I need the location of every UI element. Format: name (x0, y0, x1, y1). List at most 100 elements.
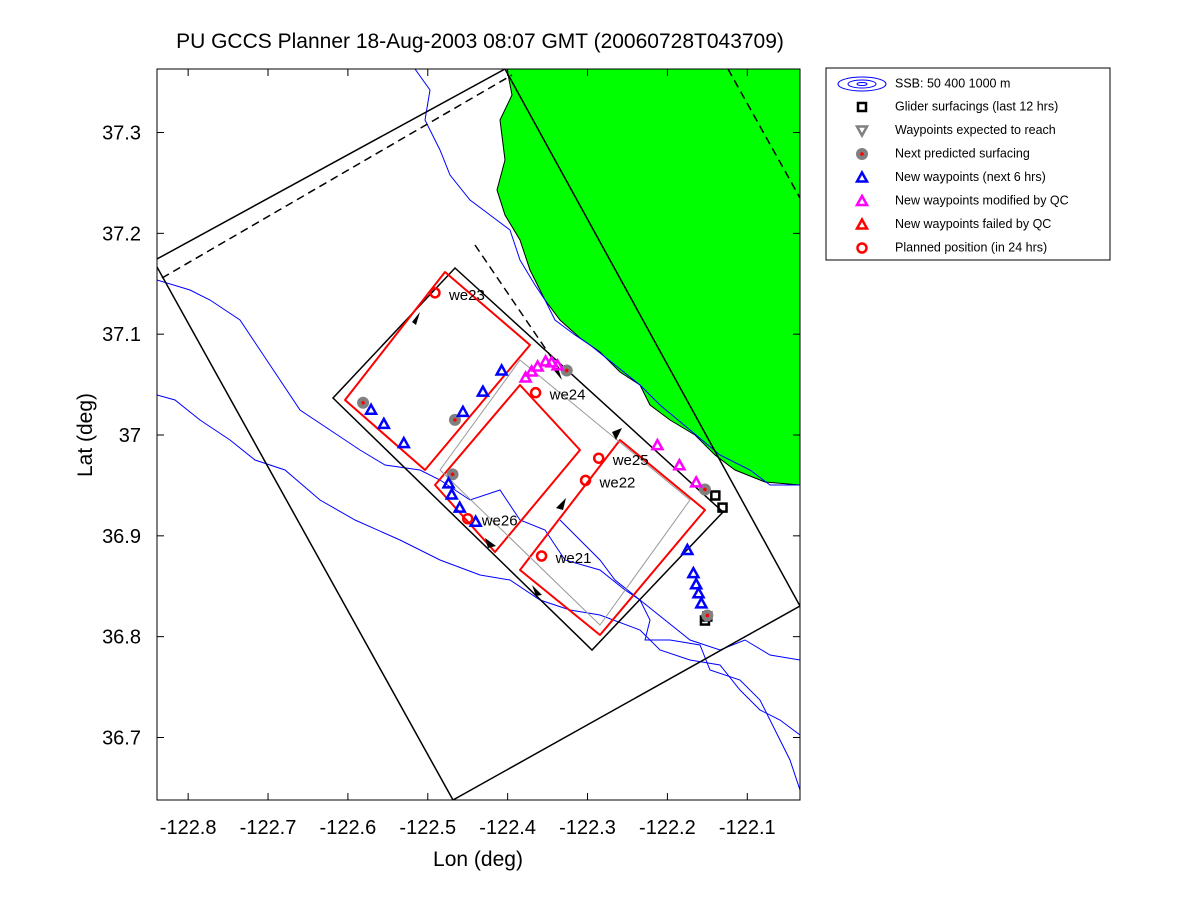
land (496, 69, 800, 486)
bathymetry-contour (157, 394, 800, 736)
map-area: we23 we24 we25 we22 we26 we21 (157, 69, 800, 800)
predicted-center (564, 368, 569, 373)
predicted-center (860, 152, 864, 156)
x-tick-label: -122.8 (160, 817, 217, 839)
predicted-marker (701, 609, 714, 622)
legend-text: Waypoints expected to reach (895, 123, 1056, 137)
waypoint-marker (854, 169, 870, 183)
waypoint-marker (376, 416, 391, 430)
surfacing-marker (710, 490, 721, 501)
direction-arrow (556, 498, 566, 510)
waypoint-marker (691, 585, 706, 599)
legend-contour-icon (856, 82, 868, 86)
legend-text: New waypoints modified by QC (895, 193, 1069, 207)
planned-marker (529, 386, 542, 399)
waypoint-marker (444, 486, 459, 500)
predicted-center (705, 613, 710, 618)
surfacing-marker (717, 502, 728, 513)
legend-text: New waypoints failed by QC (895, 217, 1051, 231)
planned-marker (579, 474, 592, 487)
x-tick-label: -122.2 (639, 817, 696, 839)
waypoint-label: we25 (612, 452, 649, 469)
expected-marker (854, 125, 870, 139)
waypoint-label: we23 (448, 287, 485, 304)
waypoint-marker (494, 362, 509, 376)
legend-contour-icon (837, 76, 887, 92)
planned-marker (856, 242, 868, 254)
track-loop (519, 439, 706, 636)
predicted-marker (856, 148, 868, 160)
legend-text: New waypoints (next 6 hrs) (895, 170, 1046, 184)
direction-arrow (612, 428, 622, 440)
bathymetry-contour (559, 519, 800, 791)
waypoint-marker (441, 475, 456, 489)
domain-edge (157, 69, 506, 260)
waypoint-marker (854, 193, 870, 207)
y-tick-label: 37.1 (102, 324, 141, 346)
y-tick-label: 36.7 (102, 727, 141, 749)
waypoint-marker (694, 595, 709, 609)
waypoint-marker (455, 404, 471, 418)
waypoint-marker (686, 565, 701, 579)
x-tick-label: -122.4 (479, 817, 536, 839)
x-tick-label: -122.5 (399, 817, 456, 839)
waypoint-marker (452, 500, 467, 513)
waypoint-marker (689, 474, 704, 488)
predicted-center (450, 472, 455, 477)
y-tick-label: 36.9 (102, 526, 141, 548)
waypoint-marker (363, 402, 379, 416)
waypoint-marker (550, 357, 565, 371)
predicted-center (703, 487, 707, 492)
domain-dashed (727, 69, 800, 199)
waypoint-marker (396, 435, 411, 449)
waypoint-marker (680, 542, 695, 556)
waypoint-label: we24 (549, 387, 586, 404)
waypoint-marker (650, 437, 665, 451)
track-loop (434, 384, 581, 553)
bathymetry-contour (157, 279, 800, 661)
axes-box (156, 68, 801, 801)
y-tick-label: 37 (119, 425, 141, 447)
predicted-marker (357, 396, 370, 409)
x-tick-label: -122.7 (240, 817, 297, 839)
planned-marker (461, 512, 474, 525)
waypoint-marker (538, 353, 553, 367)
y-tick-label: 37.3 (102, 123, 141, 145)
predicted-center (361, 400, 365, 405)
domain-edge (157, 69, 800, 800)
direction-arrow (532, 585, 542, 596)
legend-text: Next predicted surfacing (895, 146, 1030, 160)
x-axis-label: Lon (deg) (433, 848, 523, 871)
waypoint-marker (544, 354, 559, 368)
chart-title: PU GCCS Planner 18-Aug-2003 08:07 GMT (2… (176, 30, 784, 53)
waypoint-marker (475, 384, 491, 397)
predicted-marker (446, 468, 459, 481)
waypoint-marker (518, 369, 533, 383)
direction-arrow (552, 368, 562, 380)
domain-dashed (161, 74, 513, 279)
y-tick-label: 36.8 (102, 627, 141, 649)
waypoint-label: we22 (599, 474, 636, 491)
legend-text: SSB: 50 400 1000 m (895, 76, 1010, 90)
waypoint-marker (854, 216, 870, 230)
waypoint-marker (468, 514, 483, 527)
y-tick-label: 37.2 (102, 223, 141, 245)
legend-contour-icon (847, 79, 877, 89)
waypoint-label: we21 (555, 550, 592, 567)
direction-arrow (485, 538, 496, 548)
predicted-center (453, 418, 457, 422)
legend-text: Glider surfacings (last 12 hrs) (895, 99, 1058, 113)
surfacing-marker (856, 101, 868, 113)
direction-arrow (412, 312, 420, 325)
waypoint-marker (689, 576, 704, 590)
planned-marker (535, 550, 548, 562)
x-tick-label: -122.6 (320, 817, 377, 839)
coastline (414, 69, 800, 486)
legend-text: Planned position (in 24 hrs) (895, 240, 1047, 254)
track-guide (439, 359, 691, 626)
legend (825, 67, 1111, 261)
waypoint-marker (672, 457, 687, 471)
waypoint-label: we26 (481, 513, 518, 530)
x-tick-label: -122.3 (559, 817, 616, 839)
